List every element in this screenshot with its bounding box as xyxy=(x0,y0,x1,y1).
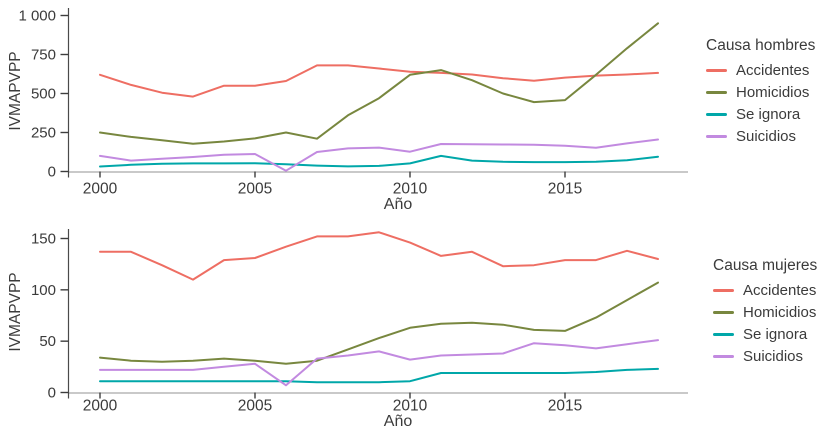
y-tick-label: 250 xyxy=(31,125,56,142)
mujeres-legend: Causa mujeres Accidentes Homicidios Se i… xyxy=(713,257,817,370)
se-ignora-swatch-icon xyxy=(706,112,727,116)
y-tick-label: 500 xyxy=(31,86,56,103)
legend-label-suicidios: Suicidios xyxy=(743,347,804,365)
x-tick-label: 2015 xyxy=(548,181,582,198)
x-tick-label: 2015 xyxy=(548,398,582,415)
accidentes-swatch-icon xyxy=(706,68,727,72)
se-ignora-swatch-icon xyxy=(713,332,734,336)
x-tick-label: 2010 xyxy=(393,181,428,198)
legend-item-homicidios: Homicidios xyxy=(706,83,815,101)
legend-label-homicidios: Homicidios xyxy=(736,83,810,101)
mujeres-legend-title: Causa mujeres xyxy=(713,257,818,274)
legend-label-accidentes: Accidentes xyxy=(736,61,810,79)
legend-label-accidentes: Accidentes xyxy=(743,281,817,299)
x-tick-label: 2010 xyxy=(393,398,428,415)
y-tick-label: 1 000 xyxy=(18,8,56,25)
y-tick-label: 750 xyxy=(31,47,56,64)
legend-label-se-ignora: Se ignora xyxy=(743,325,808,343)
line-se-ignora xyxy=(99,367,659,384)
legend-item-homicidios: Homicidios xyxy=(713,303,817,321)
y-tick-label: 0 xyxy=(48,385,56,402)
mujeres-chart-svg: 0 50 100 150 2000 2005 2010 2015 xyxy=(31,229,688,415)
line-suicidios xyxy=(99,138,659,172)
legend-item-se-ignora: Se ignora xyxy=(713,325,817,343)
legend-item-se-ignora: Se ignora xyxy=(706,105,815,123)
legend-label-homicidios: Homicidios xyxy=(743,303,817,321)
line-accidentes xyxy=(99,64,659,98)
legend-label-se-ignora: Se ignora xyxy=(736,105,801,123)
x-tick-label: 2000 xyxy=(83,398,118,415)
accidentes-swatch-icon xyxy=(713,288,734,292)
x-tick-label: 2005 xyxy=(238,398,272,415)
homicidios-swatch-icon xyxy=(706,90,727,94)
line-homicidios xyxy=(99,281,659,365)
y-tick-label: 100 xyxy=(31,282,56,299)
hombres-legend-title: Causa hombres xyxy=(706,37,816,54)
y-tick-label: 0 xyxy=(48,164,56,181)
legend-item-accidentes: Accidentes xyxy=(713,281,817,299)
mujeres-x-axis-label: Año xyxy=(383,413,413,430)
legend-item-suicidios: Suicidios xyxy=(713,347,817,365)
y-tick-label: 150 xyxy=(31,230,56,247)
legend-item-accidentes: Accidentes xyxy=(706,61,815,79)
homicidios-swatch-icon xyxy=(713,310,734,314)
line-se-ignora xyxy=(99,154,659,168)
line-suicidios xyxy=(99,339,659,387)
legend-label-suicidios: Suicidios xyxy=(736,127,797,145)
x-tick-label: 2000 xyxy=(83,181,118,198)
legend-item-suicidios: Suicidios xyxy=(706,127,815,145)
x-tick-label: 2005 xyxy=(238,181,272,198)
suicidios-swatch-icon xyxy=(706,134,727,138)
line-accidentes xyxy=(99,231,659,281)
hombres-y-axis-label: IVMAPVPP xyxy=(7,51,24,131)
mujeres-y-axis-label: IVMAPVPP xyxy=(7,272,24,352)
hombres-x-axis-label: Año xyxy=(383,196,413,213)
line-homicidios xyxy=(99,22,659,145)
y-tick-label: 50 xyxy=(39,333,56,350)
suicidios-swatch-icon xyxy=(713,354,734,358)
hombres-chart-svg: 0 250 500 750 1 000 2000 2005 2010 2015 xyxy=(18,8,688,198)
hombres-legend: Causa hombres Accidentes Homicidios Se i… xyxy=(706,37,815,150)
